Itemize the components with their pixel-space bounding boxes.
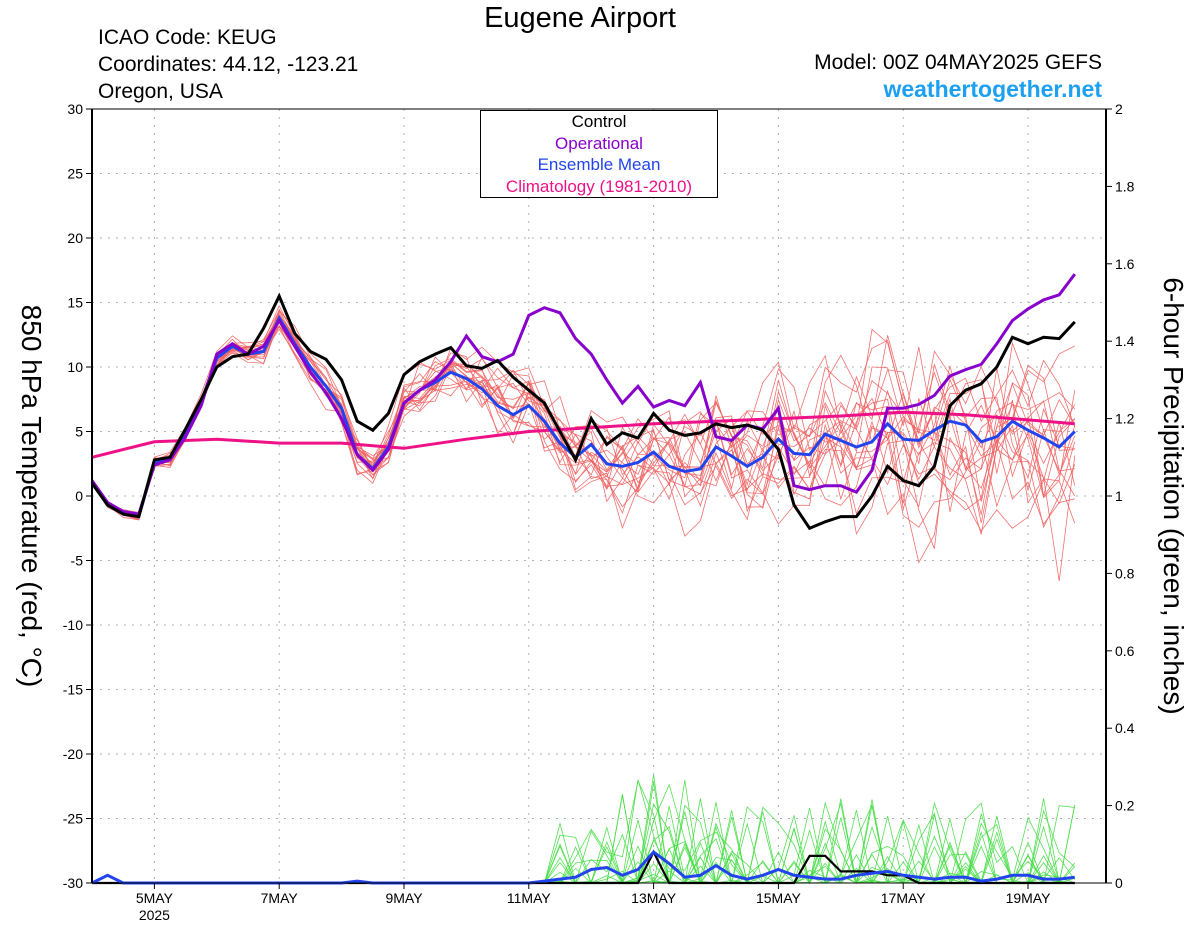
temperature-member-line [91,316,1076,523]
y2-tick-label: 0.6 [1115,643,1135,659]
y2-tick-label: 0.4 [1115,720,1135,736]
y-tick-label: 15 [67,295,83,311]
x-tick-label: 15MAY [756,890,802,906]
ensemble-mean-precipitation-line [91,849,1075,885]
y-tick-label: 0 [75,488,83,504]
y2-tick-label: 1.8 [1115,178,1135,194]
precipitation-member-line [92,783,1076,884]
y-tick-label: -10 [63,617,83,633]
y-tick-label: -20 [63,746,83,762]
y-tick-label: 10 [67,359,83,375]
coordinates: Coordinates: 44.12, -123.21 [98,53,359,76]
x-tick-label: 19MAY [1006,890,1052,906]
y2-tick-label: 1 [1115,488,1123,504]
x-tick-label: 7MAY [261,890,299,906]
icao-code: ICAO Code: KEUG [98,26,277,49]
y2-tick-label: 1.4 [1115,333,1135,349]
left-axis-label: 850 hPa Temperature (red, °C) [16,305,47,688]
y-tick-label: 20 [67,230,83,246]
y2-tick-label: 2 [1115,101,1123,117]
y2-tick-label: 0.2 [1115,798,1135,814]
ensemble-mean-temperature-line [90,314,1076,519]
legend-operational: Operational [555,133,643,153]
temperature-member-line [91,315,1075,514]
x-tick-label: 13MAY [631,890,677,906]
main-series-lines [90,273,1076,885]
y2-tick-label: 1.6 [1115,256,1135,272]
x-tick-label: 5MAY [136,890,174,906]
model-run: Model: 00Z 04MAY2025 GEFS [814,51,1102,74]
temperature-member-line [91,325,1076,530]
precipitation-member-line [92,779,1075,885]
y2-tick-label: 0.8 [1115,565,1135,581]
y-tick-label: -15 [63,682,83,698]
climatology-line [91,410,1075,459]
precipitation-member-line [92,774,1075,884]
region: Oregon, USA [98,80,223,103]
x-tick-label: 9MAY [385,890,423,906]
control-temperature-line [90,292,1076,531]
y2-tick-label: 1.2 [1115,411,1135,427]
operational-temperature-line [90,273,1076,516]
axes [86,108,1112,889]
temperature-member-line [91,320,1075,517]
site-link[interactable]: weathertogether.net [883,76,1102,102]
temperature-member-line [91,314,1075,514]
ensemble-member-precipitation-lines [91,774,1076,885]
legend: Control Operational Ensemble Mean Climat… [480,110,718,198]
page-title: Eugene Airport [484,2,676,34]
x-tick-label: 11MAY [507,890,551,906]
y2-tick-label: 0 [1115,875,1123,891]
precipitation-member-line [92,779,1075,885]
y-tick-label: -25 [63,811,83,827]
tick-labels: 302520151050-5-10-15-20-25-3021.81.61.41… [63,101,1135,923]
y-tick-label: 5 [75,424,83,440]
legend-climatology: Climatology (1981-2010) [505,176,693,196]
y-tick-label: 30 [67,101,83,117]
precipitation-member-line [92,782,1076,885]
y-tick-label: 25 [67,166,83,182]
right-axis-label: 6-hour Precipitation (green, inches) [1158,277,1189,714]
grid-lines [92,109,1106,883]
temperature-member-line [91,312,1076,516]
legend-ensemble-mean: Ensemble Mean [537,155,661,174]
y-tick-label: -5 [71,553,84,569]
x-tick-sublabel: 2025 [139,907,170,923]
legend-control: Control [571,112,627,131]
y-tick-label: -30 [63,875,83,891]
x-tick-label: 17MAY [881,890,927,906]
